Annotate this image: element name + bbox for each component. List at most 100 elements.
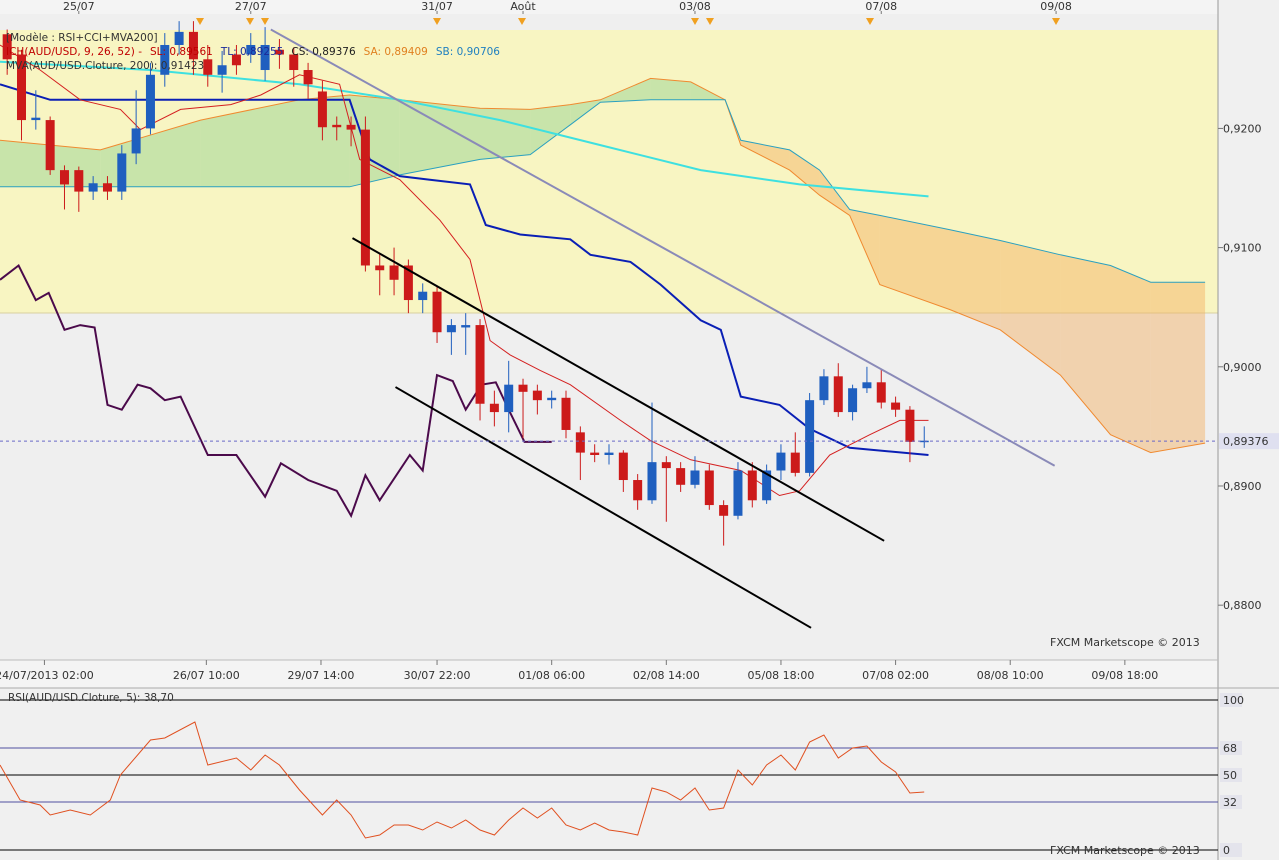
candle-body [833,376,843,413]
candle-body [762,470,772,501]
cloud-segment [1150,282,1206,453]
x-tick-label: 07/08 02:00 [862,669,929,682]
top-tick-label: Août [510,0,536,13]
candle-body [246,44,256,55]
level-label-box [1220,768,1242,782]
legend-entry: TL: 0,89255 [220,46,284,58]
candle-body [274,49,284,55]
candle-body [891,402,901,410]
top-tick-label: 07/08 [865,0,897,13]
candle-body [2,34,12,60]
candle-body [389,265,399,280]
candle-body [231,54,241,66]
top-tick-label: 31/07 [421,0,453,13]
event-marker [196,18,204,25]
candle-body [432,291,442,333]
candle-body [747,470,757,501]
y-tick-label: 0,8900 [1223,480,1262,493]
y-tick-label: 100 [1223,694,1244,707]
candle-body [45,120,55,171]
candle-body [360,129,370,266]
candle-body [862,382,872,389]
y-tick-label: 0,9100 [1223,242,1262,255]
y-tick-label: 0,9200 [1223,122,1262,135]
candle-body [905,409,915,442]
level-label-box [1220,843,1242,857]
legend-entry: SL: 0,89561 [150,46,213,58]
cloud-segment [849,209,880,285]
candle-body [160,44,170,75]
trendline [352,237,885,542]
cloud-segment [879,215,950,310]
candle-body [848,388,858,413]
cloud-segment [950,229,1001,330]
candle-body [790,452,800,473]
x-tick-label: 26/07 10:00 [173,669,240,682]
indicator-line [0,83,929,456]
candle-body [819,376,829,401]
candle-body [375,265,385,271]
candle-body [590,452,600,455]
event-marker [866,18,874,25]
model-label: [Modèle : RSI+CCI+MVA200] [6,32,158,44]
candle-body [475,325,485,404]
candle-body [661,462,671,469]
cloud-segment [480,108,531,160]
current-price-box [1219,433,1279,450]
candle-body [461,325,471,328]
level-label-box [1220,795,1242,809]
candle-body [733,470,743,516]
candle-body [418,291,428,301]
cloud-line [0,77,1206,454]
y-tick-label: 0 [1223,844,1230,857]
y-tick-label: 0,9000 [1223,361,1262,374]
watermark: FXCM Marketscope © 2013 [1050,844,1200,857]
event-marker [261,18,269,25]
candle-body [303,70,313,85]
trendline [270,28,1056,467]
x-tick-label: 05/08 18:00 [747,669,814,682]
cloud-segment [1000,240,1061,376]
candle-body [289,54,299,71]
candle-body [145,74,155,129]
candle-body [647,462,657,501]
candle-body [518,384,528,392]
cloud-segment [819,170,850,216]
candle-body [575,432,585,453]
x-tick-label: 24/07/2013 02:00 [0,669,94,682]
candle-body [547,397,557,401]
candle-body [317,91,327,128]
event-marker [518,18,526,25]
trendline [394,386,812,629]
candle-body [16,54,26,121]
top-tick-label: 03/08 [679,0,711,13]
cloud-segment [650,78,691,100]
candle-body [117,153,127,192]
event-marker [691,18,699,25]
candle-body [260,44,270,71]
rsi-line [0,721,925,839]
indicator-legend: ICH(AUD/USD, 9, 26, 52) - SL: 0,89561 TL: … [6,46,500,58]
event-marker [433,18,441,25]
candle-body [346,124,356,130]
x-axis-strip [0,660,1218,688]
candle-body [532,390,542,401]
candle-body [704,470,714,506]
candle-body [676,468,686,485]
candle-body [102,183,112,192]
cloud-line [0,99,1206,283]
event-markers [196,18,1060,25]
cloud-segment [200,99,300,187]
cloud-segment [789,149,820,196]
event-marker [1052,18,1060,25]
candle-body [217,65,227,75]
candle-body [188,31,198,60]
x-tick-label: 02/08 14:00 [633,669,700,682]
legend-entry: CS: 0,89376 [291,46,356,58]
top-tick-label: 09/08 [1040,0,1072,13]
candle-body [332,124,342,128]
candle-body [690,470,700,485]
event-marker [246,18,254,25]
current-price-label: 0,89376 [1223,435,1269,448]
